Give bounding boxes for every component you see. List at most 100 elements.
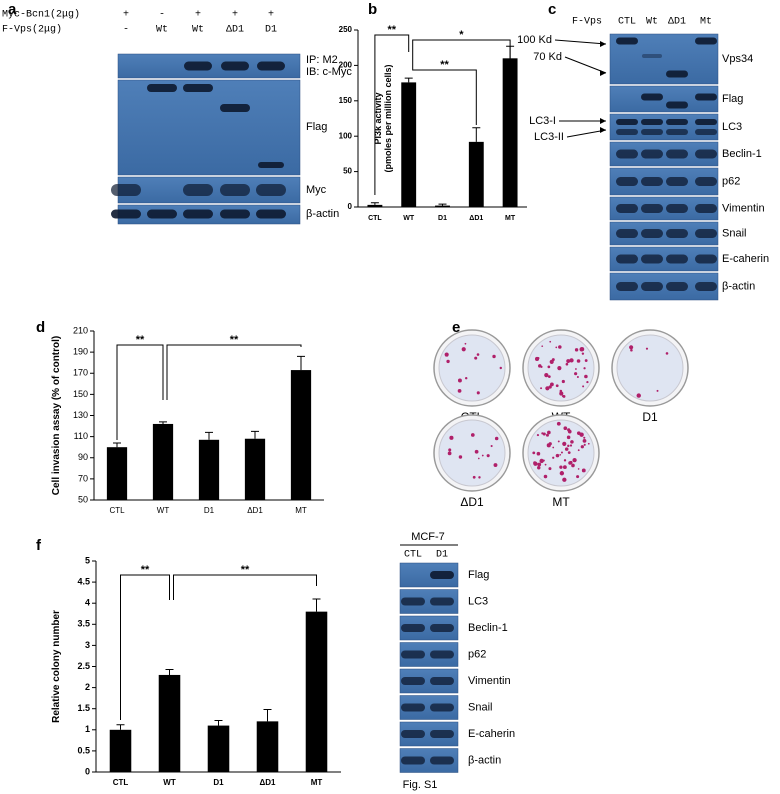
colony [656,389,659,392]
row-label: F-Vps(2μg) [2,24,62,36]
colony [474,356,478,360]
colony [448,448,452,452]
significance-label: ** [440,59,449,71]
y-tick-label: 4 [85,598,90,608]
colony [538,364,542,368]
plate-well [438,419,506,487]
colony [559,471,565,476]
lane-label: Wt [646,17,658,28]
blot-band [666,101,688,109]
colony [537,356,540,360]
blot-band [401,624,425,632]
caption: Fig. S1 [403,779,438,791]
colony [548,467,552,471]
band-label: Snail [722,227,746,239]
blot-strip [609,221,719,246]
bar [290,370,312,500]
band-label: Vimentin [722,202,765,214]
blot-band [695,204,717,213]
band-label: Flag [468,569,489,581]
bar [468,141,484,207]
significance-label: ** [141,564,150,576]
colony [537,462,542,467]
blot-band [430,730,454,738]
colony [549,359,554,364]
blot-strip [609,113,719,141]
blot-band [666,229,688,238]
band-label: Vps34 [722,53,753,65]
marker-arrow [566,129,607,138]
blot-band [641,282,663,291]
colony [645,347,649,350]
colony [566,435,571,440]
colony [474,449,479,454]
x-tick-label: WT [403,215,415,222]
y-tick-label: 2 [85,682,90,692]
colony [458,455,463,459]
y-tick-label: 110 [74,431,88,441]
lane-label: CTL [404,550,422,561]
colony [540,387,543,390]
arrow-head [600,118,606,124]
colony [476,353,480,356]
blot-band [695,37,717,45]
colony [539,458,544,464]
y-tick-label: 0.5 [77,745,90,755]
error-bar [263,709,272,722]
x-tick-label: MT [505,215,516,222]
panel-label: f [36,537,42,554]
y-tick-label: 70 [78,473,88,483]
band-label: E-caherin [722,253,769,265]
x-tick-label: MT [311,778,323,787]
colony [492,354,496,359]
blot-band [666,282,688,291]
colony [541,432,544,435]
y-axis-label: PI3k activity(pmoles per million cells) [373,64,393,172]
significance-bracket [120,574,170,720]
blot-band [111,209,141,219]
blot-strip [609,196,719,221]
cell-line: MCF-7 [411,531,445,543]
blot-band [641,204,663,213]
colony [478,476,481,479]
colony [549,382,554,387]
y-tick-label: 200 [339,61,353,70]
colony [584,374,588,379]
blot-band [430,677,454,685]
y-tick-label: 250 [339,25,353,34]
colony [569,358,574,363]
blot-band [666,254,688,264]
blot-band [401,703,425,712]
significance-bracket [166,344,302,400]
blot-band [695,119,717,125]
row-label: Myc-Bcn1(2μg) [2,9,80,21]
x-tick-label: WT [157,506,170,515]
plate-well [527,419,595,487]
lane-label: D1 [265,25,277,36]
error-bar [214,720,223,726]
error-bar [159,421,167,424]
significance-bracket [173,574,317,600]
significance-label: ** [388,24,397,36]
x-tick-label: WT [163,778,176,787]
bar [401,82,417,207]
colony [532,451,536,455]
y-tick-label: 130 [73,410,88,420]
colony [559,453,562,456]
error-bar [370,202,379,205]
band-label: Flag [722,93,743,105]
colony [486,454,490,458]
blot-band [695,229,717,238]
bar [502,58,518,207]
arrow-head [600,70,606,76]
x-tick-label: D1 [438,215,447,222]
x-tick-label: MT [295,506,307,515]
blot-band [641,129,663,135]
blot-band [183,184,213,196]
colony [576,431,581,435]
plate-well [438,334,506,402]
blot-band [616,254,638,264]
colony [547,365,551,369]
band-label: Vimentin [468,675,511,687]
blot-band [430,650,454,659]
